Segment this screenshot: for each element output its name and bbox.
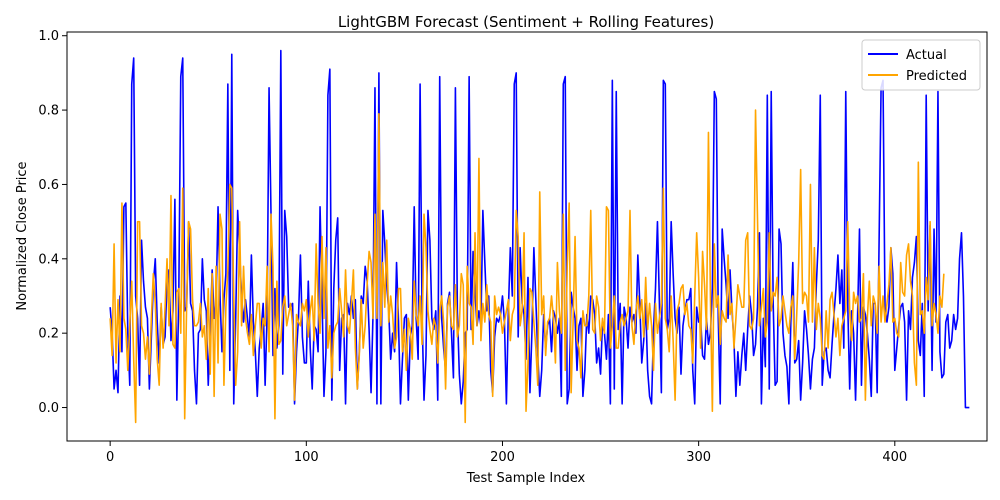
x-axis: 0 100 200 300 400: [106, 441, 907, 465]
y-axis: 0.0 0.2 0.4 0.6 0.8 1.0: [38, 29, 67, 416]
series-line-predicted: [109, 109, 945, 424]
x-tick-label: 200: [490, 450, 515, 465]
y-tick-label: 0.8: [38, 104, 59, 119]
plot-frame: [66, 31, 988, 442]
y-tick-label: 1.0: [38, 29, 59, 44]
x-tick-label: 0: [106, 450, 114, 465]
y-tick-label: 0.0: [38, 401, 59, 416]
legend-label-predicted: Predicted: [906, 69, 967, 84]
x-tick-label: 100: [294, 450, 319, 465]
y-axis-label: Normalized Close Price: [15, 161, 30, 310]
y-tick-label: 0.2: [38, 327, 59, 342]
legend-box: [861, 39, 981, 91]
series-layer: [109, 49, 970, 424]
legend-label-actual: Actual: [906, 48, 947, 63]
chart-title: LightGBM Forecast (Sentiment + Rolling F…: [338, 13, 714, 31]
y-tick-label: 0.6: [38, 178, 59, 193]
x-tick-label: 400: [882, 450, 907, 465]
legend: Actual Predicted: [861, 39, 981, 91]
x-axis-label: Test Sample Index: [466, 471, 586, 486]
y-tick-label: 0.4: [38, 252, 59, 267]
series-line-actual: [109, 49, 970, 409]
x-tick-label: 300: [686, 450, 711, 465]
